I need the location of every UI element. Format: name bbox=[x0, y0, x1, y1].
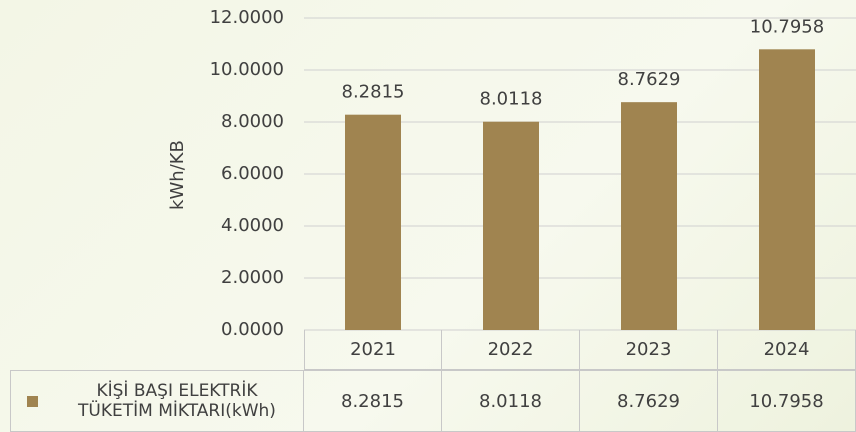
y-tick-label: 8.0000 bbox=[221, 111, 284, 132]
x-tick-label: 2021 bbox=[304, 330, 442, 370]
legend: KİŞİ BAŞI ELEKTRİK TÜKETİM MİKTARI(kWh) bbox=[10, 370, 304, 432]
x-tick-label: 2024 bbox=[718, 330, 856, 370]
table-value: 8.2815 bbox=[304, 370, 442, 432]
y-tick-label: 12.0000 bbox=[210, 7, 284, 28]
data-label: 8.0118 bbox=[480, 89, 543, 110]
bar bbox=[759, 49, 815, 330]
legend-label: KİŞİ BAŞI ELEKTRİK TÜKETİM MİKTARI(kWh) bbox=[78, 381, 276, 421]
x-tick-label: 2023 bbox=[580, 330, 718, 370]
bar bbox=[621, 102, 677, 330]
legend-key bbox=[27, 395, 38, 407]
data-label: 8.2815 bbox=[342, 82, 405, 103]
y-tick-label: 2.0000 bbox=[221, 267, 284, 288]
data-label: 8.7629 bbox=[618, 69, 681, 90]
data-label: 10.7958 bbox=[750, 16, 824, 37]
y-tick-label: 0.0000 bbox=[221, 319, 284, 340]
bar bbox=[483, 121, 539, 330]
y-tick-label: 4.0000 bbox=[221, 215, 284, 236]
table-value: 8.0118 bbox=[442, 370, 580, 432]
y-tick-label: 10.0000 bbox=[210, 59, 284, 80]
bar bbox=[345, 114, 401, 330]
y-axis-label: kWh/KB bbox=[167, 140, 188, 210]
table-value: 8.7629 bbox=[580, 370, 718, 432]
table-value: 10.7958 bbox=[718, 370, 856, 432]
y-tick-label: 6.0000 bbox=[221, 163, 284, 184]
x-tick-label: 2022 bbox=[442, 330, 580, 370]
